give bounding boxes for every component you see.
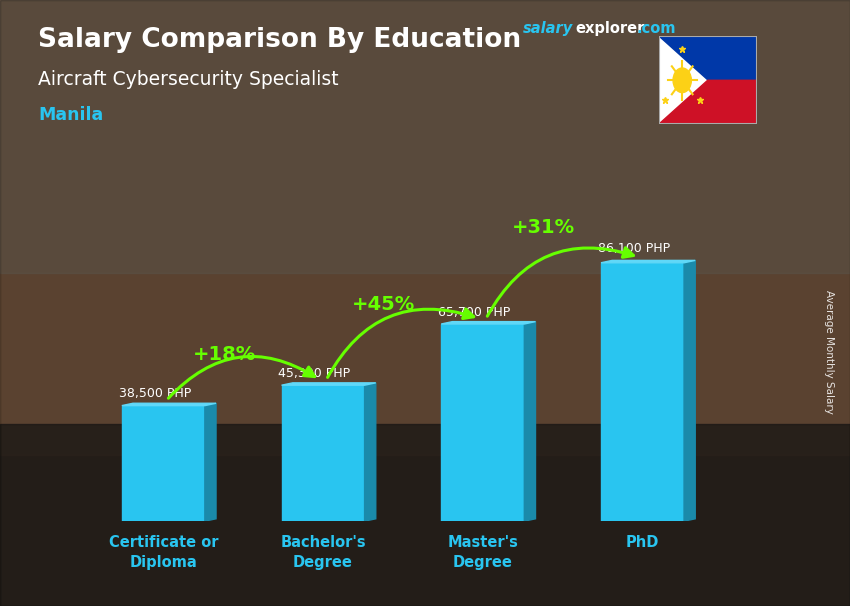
Polygon shape — [684, 261, 695, 521]
Text: 65,700 PHP: 65,700 PHP — [438, 305, 510, 319]
Text: .com: .com — [637, 21, 676, 36]
Polygon shape — [365, 383, 376, 521]
Polygon shape — [659, 36, 707, 124]
Polygon shape — [441, 322, 536, 324]
Text: explorer: explorer — [575, 21, 645, 36]
Polygon shape — [122, 403, 216, 405]
Text: Aircraft Cybersecurity Specialist: Aircraft Cybersecurity Specialist — [38, 70, 339, 88]
Text: Manila: Manila — [38, 106, 104, 124]
Polygon shape — [601, 261, 695, 263]
Text: salary: salary — [523, 21, 573, 36]
Bar — [441, 324, 524, 521]
Bar — [0, 0, 850, 273]
Text: +18%: +18% — [192, 345, 256, 364]
Text: +45%: +45% — [352, 295, 416, 314]
Text: 38,500 PHP: 38,500 PHP — [119, 387, 191, 400]
Polygon shape — [524, 322, 536, 521]
Text: 45,300 PHP: 45,300 PHP — [278, 367, 350, 380]
Polygon shape — [659, 36, 756, 80]
Text: Salary Comparison By Education: Salary Comparison By Education — [38, 27, 521, 53]
Bar — [122, 405, 205, 521]
Bar — [0, 424, 850, 606]
Text: Average Monthly Salary: Average Monthly Salary — [824, 290, 834, 413]
Polygon shape — [659, 80, 756, 124]
Bar — [601, 263, 684, 521]
Text: 86,100 PHP: 86,100 PHP — [598, 242, 670, 255]
Bar — [281, 385, 365, 521]
Polygon shape — [281, 383, 376, 385]
Bar — [0, 0, 850, 454]
Text: +31%: +31% — [512, 218, 575, 238]
Polygon shape — [205, 403, 216, 521]
Circle shape — [673, 68, 691, 93]
